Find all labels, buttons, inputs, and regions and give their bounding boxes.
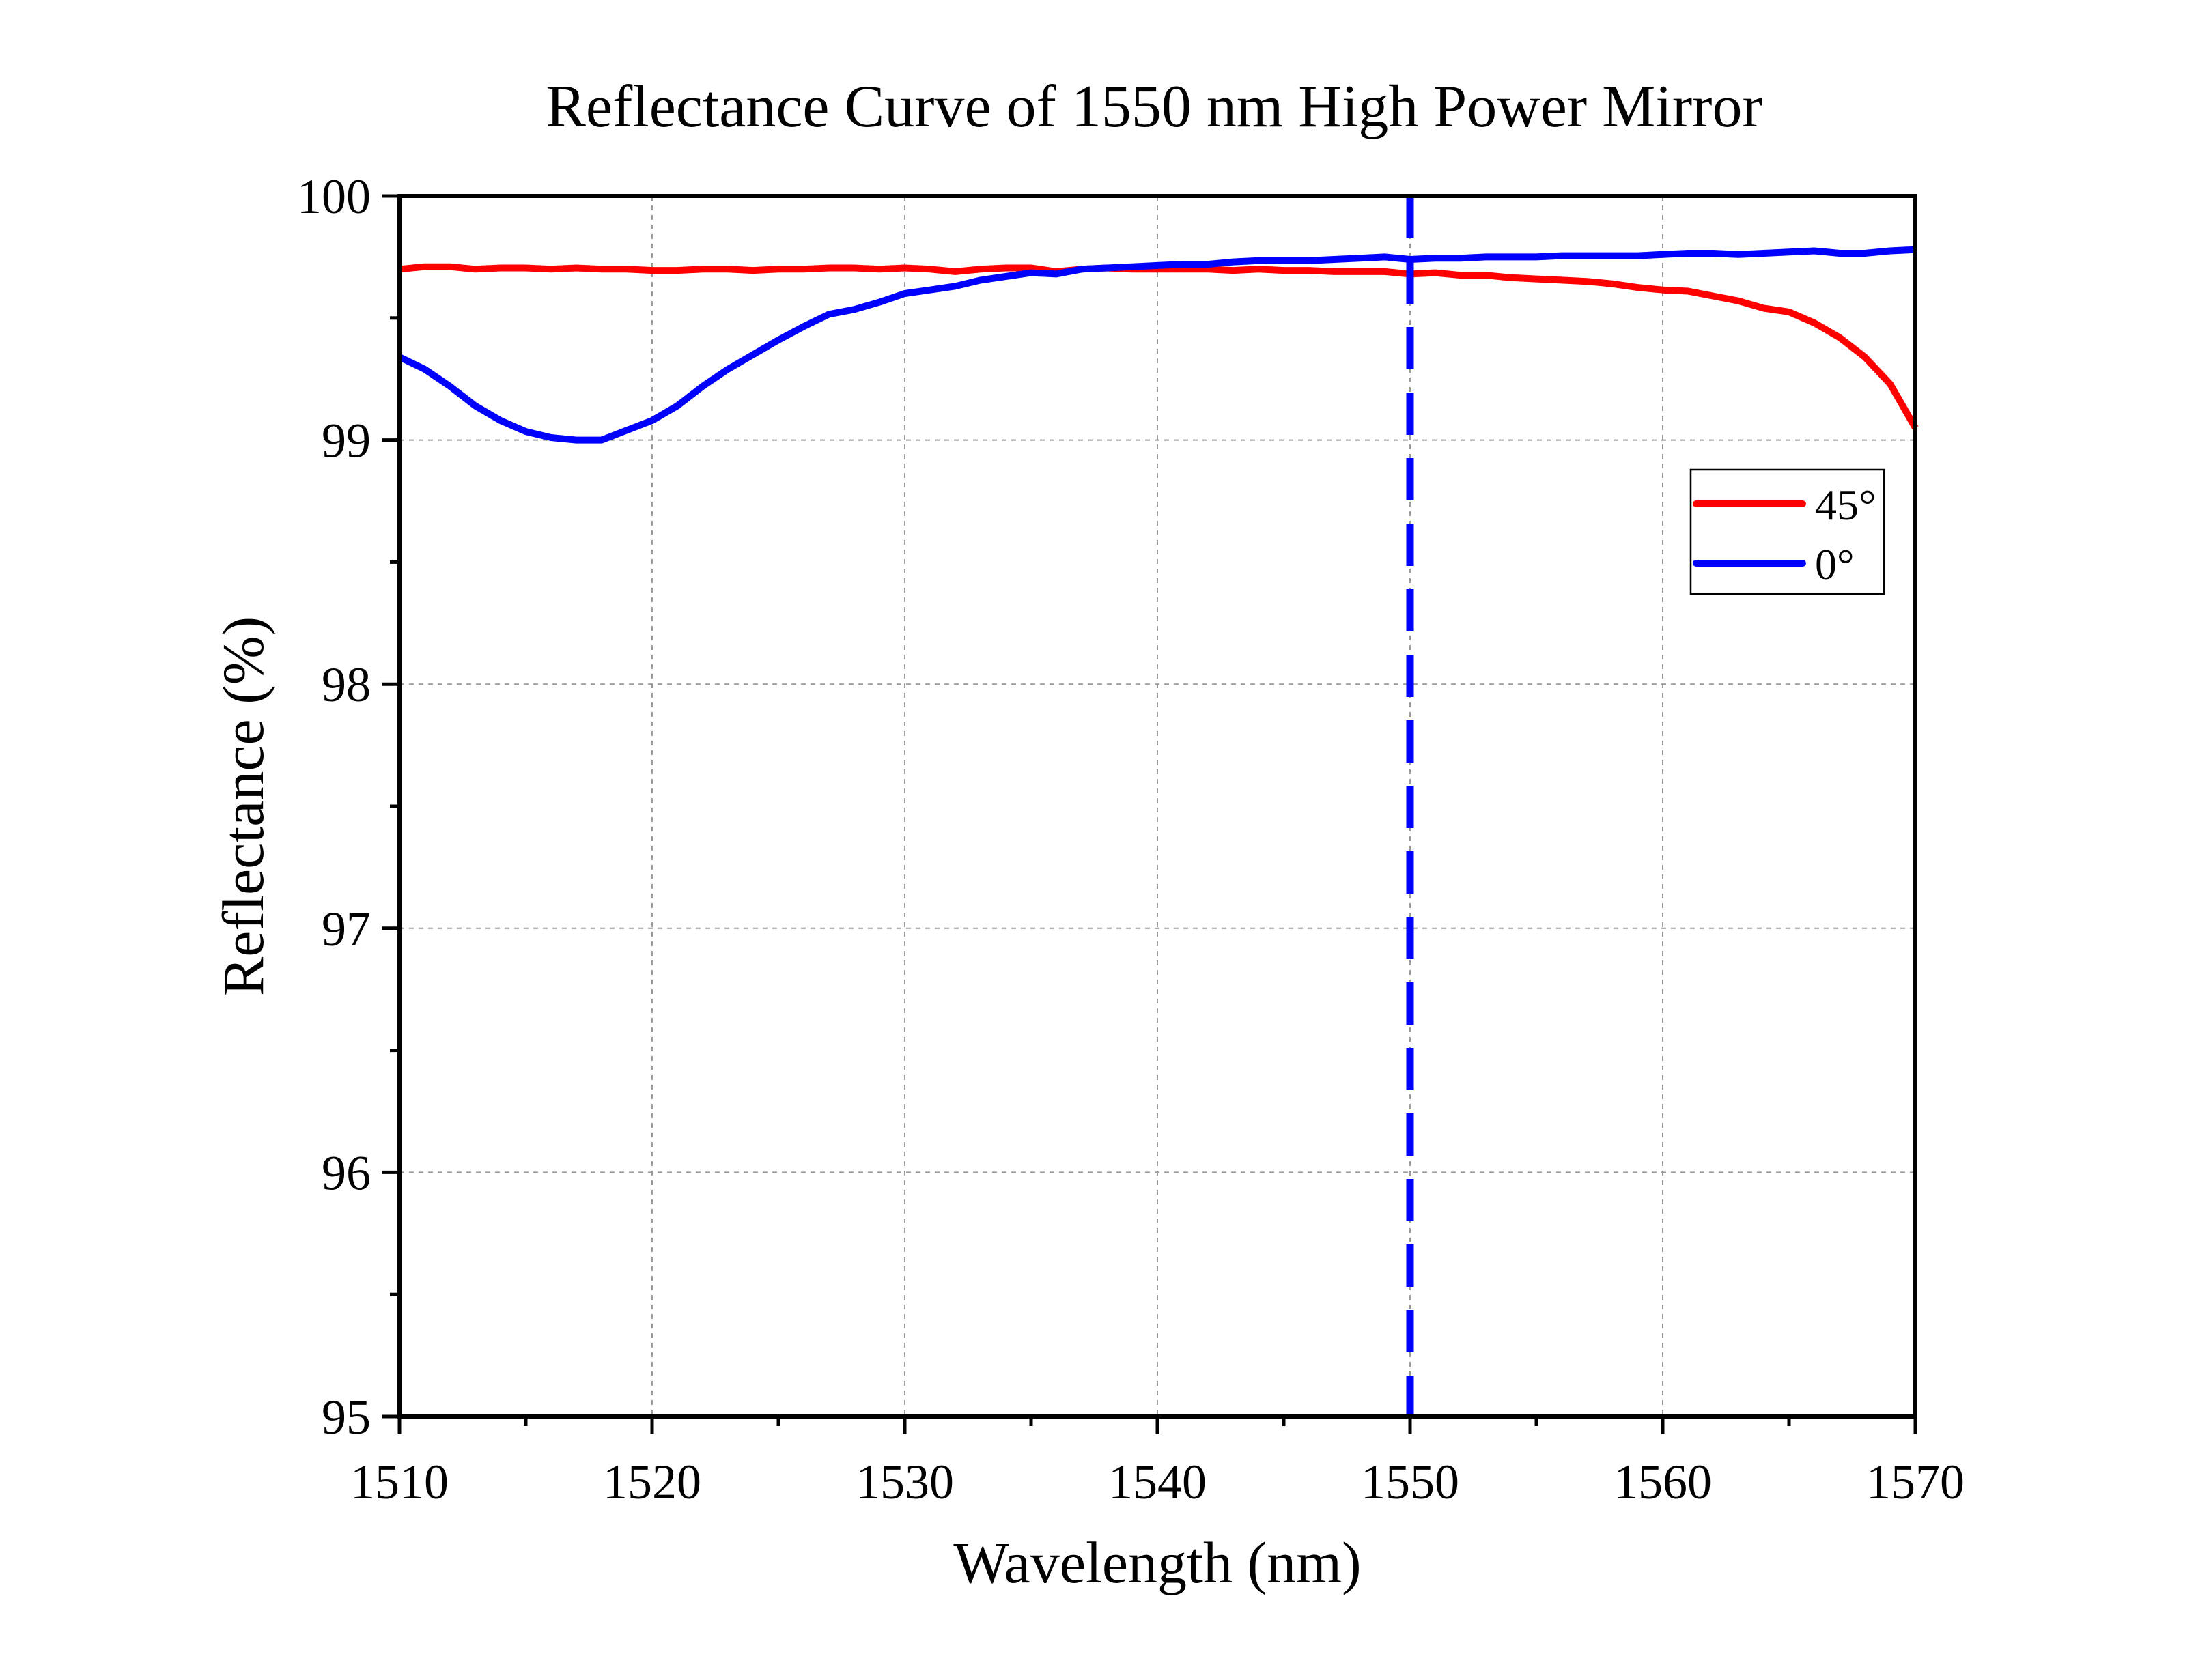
y-tick-label: 97: [322, 902, 371, 956]
y-tick-label: 96: [322, 1145, 371, 1200]
x-tick-label: 1530: [856, 1455, 954, 1509]
plot-area: [397, 196, 1919, 1416]
series-line-45-degrees: [399, 263, 1919, 430]
x-axis: 1510 1520 1530 1540 1550 1560 1570: [350, 1455, 1965, 1509]
legend: 45° 0°: [1689, 468, 1885, 595]
x-tick-label: 1540: [1108, 1455, 1207, 1509]
legend-box: [1689, 468, 1885, 595]
y-tick-label: 95: [322, 1390, 371, 1444]
series-line-0-degrees: [397, 246, 1916, 444]
legend-label-0-degrees: 0°: [1815, 540, 1855, 588]
x-tick-label: 1520: [603, 1455, 701, 1509]
chart-title: Reflectance Curve of 1550 nm High Power …: [546, 74, 1762, 140]
x-tick-label: 1560: [1614, 1455, 1712, 1509]
grid: [399, 196, 1915, 1416]
y-axis: 95 96 97 98 99 100: [297, 169, 371, 1444]
y-tick-label: 98: [322, 657, 371, 712]
x-axis-title: Wavelength (nm): [953, 1530, 1361, 1595]
x-tick-label: 1570: [1866, 1455, 1965, 1509]
y-tick-label: 100: [297, 169, 371, 224]
y-axis-title: Reflectance (%): [210, 616, 276, 996]
legend-label-45-degrees: 45°: [1815, 481, 1876, 529]
x-tick-label: 1510: [350, 1455, 449, 1509]
y-tick-label: 99: [322, 414, 371, 468]
x-tick-label: 1550: [1361, 1455, 1459, 1509]
axis-ticks: [382, 194, 1917, 1434]
